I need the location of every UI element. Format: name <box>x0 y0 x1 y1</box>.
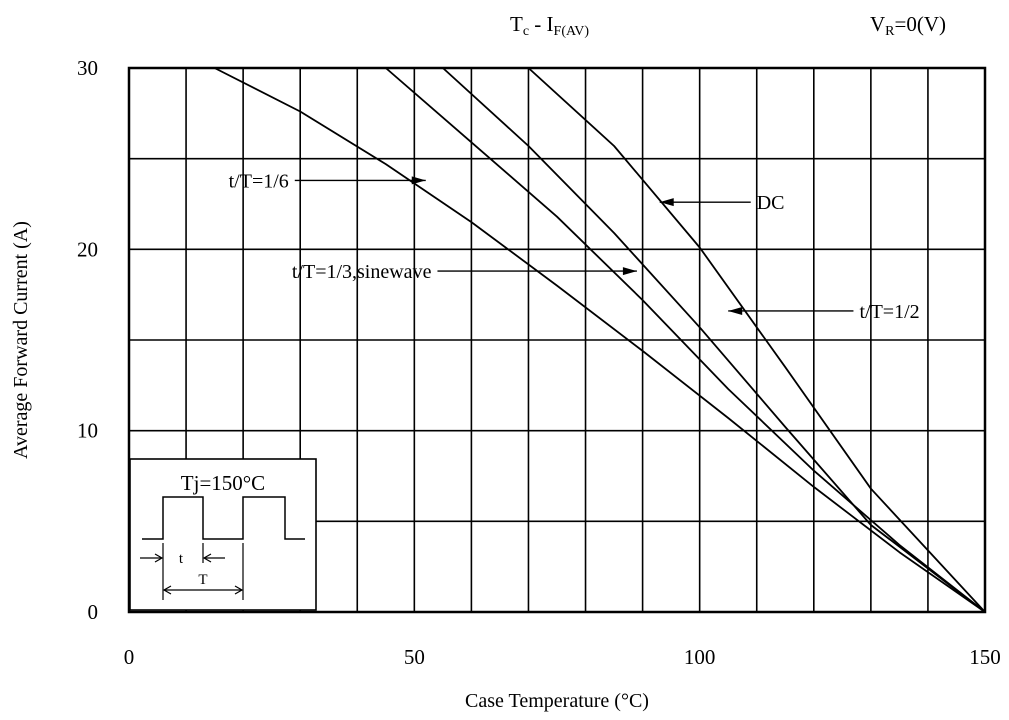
annotation-t-t-1-6: t/T=1/6 <box>229 170 426 192</box>
annotation-t-t-1-3-sinewave: t/T=1/3,sinewave <box>292 261 637 283</box>
t-arrow-left-head <box>154 553 164 563</box>
inset-label-t: t <box>179 551 184 567</box>
x-tick-label-50: 50 <box>404 645 425 669</box>
annotation-label: t/T=1/6 <box>229 170 289 192</box>
pulse-waveform <box>142 496 305 540</box>
x-tick-label-0: 0 <box>124 645 135 669</box>
series-lines <box>214 67 986 613</box>
t-arrow-right-head <box>202 553 212 563</box>
chart-title: Tc - IF(AV) <box>510 12 589 39</box>
y-axis-label: Average Forward Current (A) <box>10 221 32 459</box>
x-axis-label: Case Temperature (°C) <box>465 690 649 712</box>
x-tick-label-150: 150 <box>969 645 1001 669</box>
series-line-t-t-1-6 <box>214 67 986 613</box>
y-tick-label-0: 0 <box>88 600 99 624</box>
annotation-dc: DC <box>659 192 785 214</box>
annotation-arrowhead <box>622 267 637 276</box>
T-arrow-right-head <box>234 585 244 595</box>
annotation-label: DC <box>757 192 785 214</box>
tj-inset: Tj=150°C t T <box>129 458 317 611</box>
inset-title: Tj=150°C <box>181 471 265 495</box>
y-tick-label-10: 10 <box>77 419 98 443</box>
series-line-t-t-1-2 <box>442 67 986 613</box>
annotations: DC t/T=1/2 t/T=1/3,sinewave t/T=1/6 <box>229 170 920 323</box>
tick-labels: 0 50 100 150 0 10 20 30 <box>77 56 1001 669</box>
y-tick-label-30: 30 <box>77 56 98 80</box>
T-arrow-left-head <box>162 585 172 595</box>
condition-label: VR=0(V) <box>870 12 946 39</box>
series-line-dc <box>527 67 986 613</box>
x-tick-label-100: 100 <box>684 645 716 669</box>
inset-label-T: T <box>198 572 207 588</box>
annotation-arrowhead <box>728 306 743 315</box>
series-line-t-t-1-3-sinewave <box>385 67 986 613</box>
annotation-arrowhead <box>659 198 674 207</box>
plot-frame <box>127 66 987 614</box>
annotation-arrowhead <box>411 176 426 185</box>
annotation-label: t/T=1/2 <box>859 301 919 323</box>
annotation-label: t/T=1/3,sinewave <box>292 261 432 283</box>
y-tick-label-20: 20 <box>77 237 98 261</box>
annotation-t-t-1-2: t/T=1/2 <box>728 301 920 323</box>
